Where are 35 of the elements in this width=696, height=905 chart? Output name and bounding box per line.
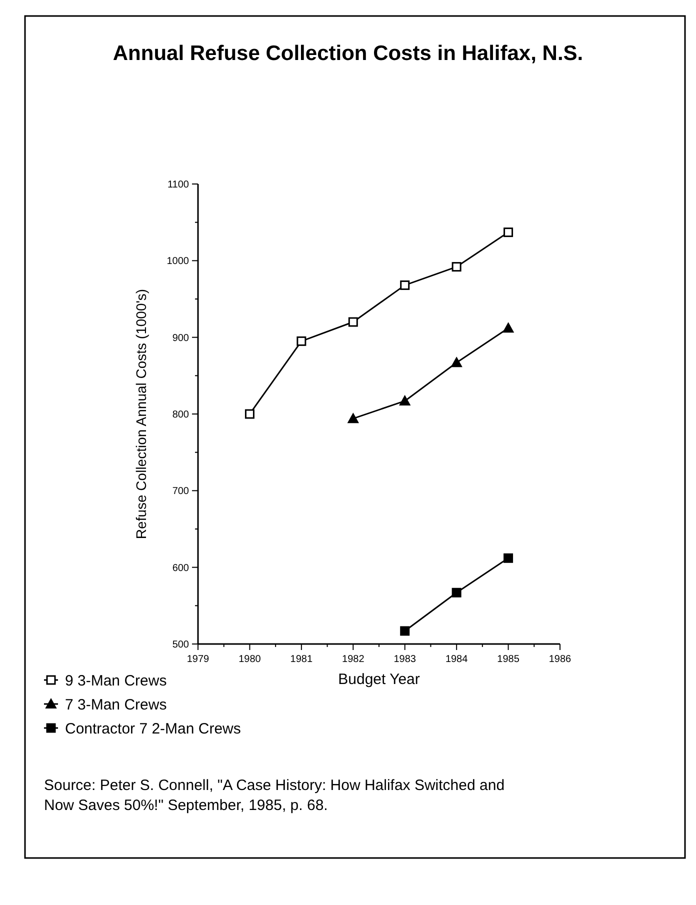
x-tick-label: 1979	[186, 654, 210, 665]
x-tick-label: 1981	[290, 654, 313, 665]
x-tick-label: 1986	[548, 654, 572, 665]
legend-label: Contractor 7 2-Man Crews	[65, 720, 241, 738]
point	[502, 322, 514, 333]
point	[244, 409, 254, 419]
y-tick-label: 800	[172, 410, 190, 420]
legend-label: 9 3-Man Crews	[65, 672, 167, 690]
x-tick-label: 1985	[497, 654, 520, 665]
x-tick-label: 1980	[238, 654, 262, 665]
point	[504, 553, 514, 563]
point	[452, 588, 462, 598]
y-tick-label: 900	[172, 332, 190, 344]
point	[399, 395, 410, 406]
y-tick-label: 700	[172, 486, 190, 498]
point	[504, 228, 514, 238]
x-tick-label: 1984	[445, 654, 468, 665]
y-tick-label: 1000	[166, 256, 190, 268]
point	[400, 626, 410, 636]
point	[452, 262, 462, 272]
y-tick-label: 500	[172, 640, 190, 650]
y-tick-label: 1100	[167, 180, 190, 190]
chart-title: Annual Refuse Collection Costs in Halifax, N.S.	[112, 42, 584, 65]
point	[400, 280, 410, 290]
point	[451, 357, 462, 368]
point	[348, 413, 359, 424]
point	[296, 336, 306, 346]
legend-label: 7 3-Man Crews	[65, 696, 167, 714]
x-axis-title: Budget Year	[338, 671, 420, 688]
y-axis-title: Refuse Collection Annual Costs (1000's)	[133, 288, 149, 540]
x-tick-label: 1982	[342, 654, 365, 665]
source-note: Source: Peter S. Connell, "A Case History: How Halifax Switched and Now Saves 50%!" September, 1985, p. 68.	[44, 777, 505, 814]
x-tick-label: 1983	[394, 654, 416, 665]
y-tick-label: 600	[172, 562, 190, 574]
point	[348, 317, 358, 327]
